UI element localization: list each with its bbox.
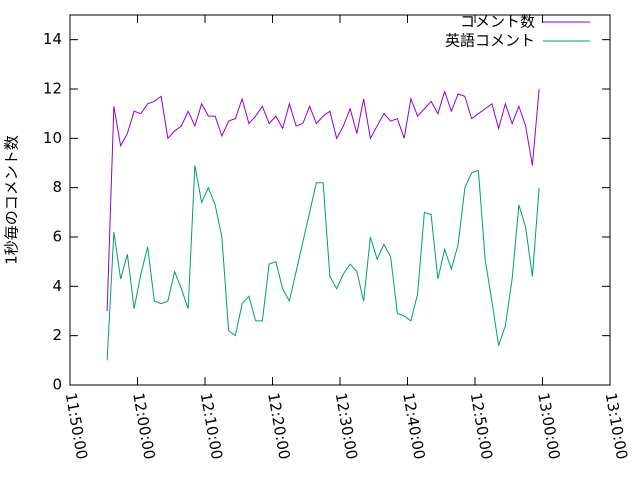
x-tick-label: 12:40:00 [399, 391, 428, 460]
x-tick-label: 11:50:00 [62, 391, 91, 460]
y-tick-label: 4 [52, 277, 62, 295]
y-axis-label: 1秒毎のコメント数 [3, 135, 21, 265]
x-tick-label: 12:30:00 [332, 391, 361, 460]
line [106, 165, 540, 361]
x-tick-label: 12:10:00 [197, 391, 226, 460]
y-tick-label: 8 [52, 178, 62, 196]
y-tick-label: 14 [43, 30, 62, 48]
x-tick-label: 12:00:00 [129, 391, 158, 460]
x-tick-label: 12:20:00 [264, 391, 293, 460]
x-tick-label: 12:50:00 [467, 391, 496, 460]
plot-frame [69, 14, 611, 386]
legend-label: 英語コメント [445, 32, 535, 50]
y-tick-label: 0 [52, 376, 62, 394]
x-tick-label: 13:10:00 [602, 391, 631, 460]
y-tick-label: 6 [52, 228, 62, 246]
line [106, 88, 540, 312]
legend-label: コメント数 [460, 13, 535, 31]
y-tick-label: 2 [52, 326, 62, 344]
x-tick-label: 13:00:00 [534, 391, 563, 460]
y-tick-label: 10 [43, 129, 62, 147]
y-tick-label: 12 [43, 80, 62, 98]
